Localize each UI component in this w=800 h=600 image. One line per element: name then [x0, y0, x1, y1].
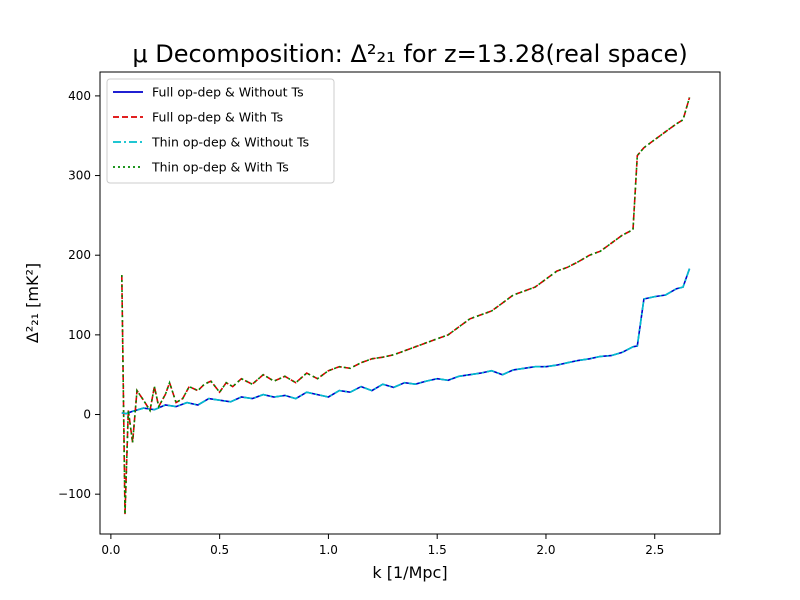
- y-tick-label: 100: [68, 328, 91, 342]
- x-axis-label: k [1/Mpc]: [372, 563, 447, 582]
- legend-label-1: Full op-dep & Without Ts: [152, 85, 304, 100]
- y-axis-label: Δ²₂₁ [mK²]: [23, 263, 42, 343]
- y-tick-label: 300: [68, 169, 91, 183]
- legend: Full op-dep & Without Ts Full op-dep & Wi…: [106, 78, 335, 184]
- y-tick-label: 400: [68, 89, 91, 103]
- series-layer: [121, 97, 691, 515]
- series-line-3: [121, 268, 691, 415]
- legend-label-4: Thin op-dep & With Ts: [151, 160, 289, 175]
- legend-frame: [106, 78, 335, 184]
- x-tick-label: 2.5: [645, 543, 664, 557]
- x-tick-label: 1.0: [319, 543, 338, 557]
- series-line-2: [121, 97, 691, 515]
- x-tick-label: 0.5: [210, 543, 229, 557]
- chart-title: μ Decomposition: Δ²₂₁ for z=13.28(real s…: [132, 40, 687, 68]
- y-tick-label: 200: [68, 248, 91, 262]
- x-tick-label: 0.0: [101, 543, 120, 557]
- x-tick-label: 2.0: [536, 543, 555, 557]
- legend-label-2: Full op-dep & With Ts: [152, 110, 283, 125]
- x-tick-label: 1.5: [428, 543, 447, 557]
- legend-label-3: Thin op-dep & Without Ts: [151, 135, 309, 150]
- x-axis-ticks: 0.0 0.5 1.0 1.5 2.0 2.5: [101, 534, 664, 557]
- y-axis-ticks: −100 0 100 200 300 400: [58, 89, 100, 501]
- y-tick-label: −100: [58, 487, 91, 501]
- y-tick-label: 0: [83, 408, 91, 422]
